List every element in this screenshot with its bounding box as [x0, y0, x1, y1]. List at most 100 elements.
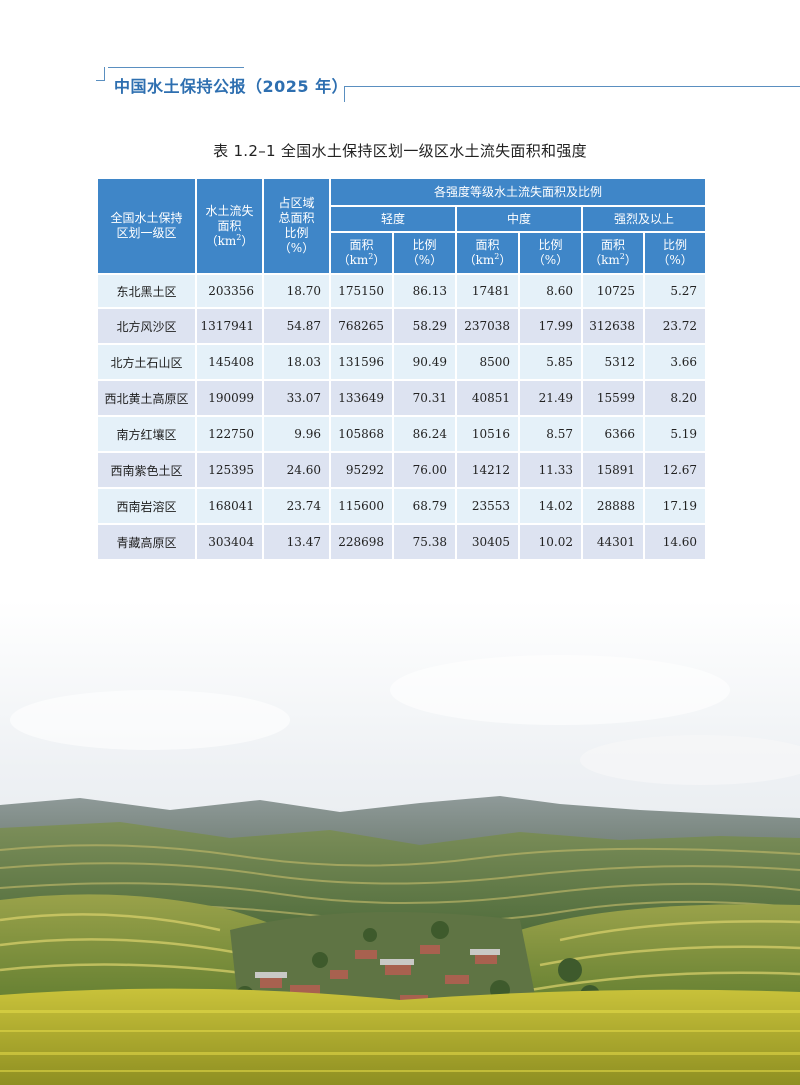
cell-mid-area: 237038 [455, 307, 520, 345]
cell-light-area: 133649 [329, 379, 394, 417]
cell-strong-ratio: 5.27 [642, 273, 708, 309]
header-rule-left-tick [96, 80, 105, 81]
table-row: 东北黑土区 203356 18.70 175150 86.13 17481 8.… [96, 273, 708, 309]
cell-light-ratio: 76.00 [392, 451, 457, 489]
header-rule-left-vertical [104, 67, 105, 81]
cell-strong-ratio: 12.67 [642, 451, 708, 489]
cell-light-area: 131596 [329, 343, 394, 381]
cell-strong-ratio: 17.19 [642, 487, 708, 525]
cell-strong-ratio: 23.72 [642, 307, 708, 345]
cell-light-ratio: 70.31 [392, 379, 457, 417]
cell-light-ratio: 75.38 [392, 523, 457, 561]
cell-mid-area: 17481 [455, 273, 520, 309]
cell-mid-area: 8500 [455, 343, 520, 381]
table-caption: 表 1.2–1 全国水土保持区划一级区水土流失面积和强度 [213, 142, 587, 160]
cell-ratio: 33.07 [262, 379, 331, 417]
cell-strong-area: 5312 [581, 343, 645, 381]
terraced-hills-photo [0, 600, 800, 1085]
cell-region: 青藏高原区 [96, 523, 197, 561]
cell-ratio: 18.03 [262, 343, 331, 381]
cell-mid-ratio: 14.02 [518, 487, 583, 525]
cell-ratio: 54.87 [262, 307, 331, 345]
cell-mid-ratio: 10.02 [518, 523, 583, 561]
cell-mid-ratio: 11.33 [518, 451, 583, 489]
cell-light-ratio: 86.24 [392, 415, 457, 453]
cell-area: 168041 [195, 487, 264, 525]
table-row: 北方土石山区 145408 18.03 131596 90.49 8500 5.… [96, 343, 708, 381]
cell-strong-ratio: 14.60 [642, 523, 708, 561]
cell-mid-ratio: 8.57 [518, 415, 583, 453]
cell-light-ratio: 68.79 [392, 487, 457, 525]
cell-region: 西南岩溶区 [96, 487, 197, 525]
cell-region: 西南紫色土区 [96, 451, 197, 489]
cell-region: 北方风沙区 [96, 307, 197, 345]
cell-light-ratio: 58.29 [392, 307, 457, 345]
cell-mid-ratio: 21.49 [518, 379, 583, 417]
group-header-intensity: 各强度等级水土流失面积及比例 [328, 177, 708, 207]
cell-region: 南方红壤区 [96, 415, 197, 453]
table-row: 西北黄土高原区 190099 33.07 133649 70.31 40851 … [96, 379, 708, 417]
cell-mid-area: 30405 [455, 523, 520, 561]
header-rule-right-vertical [344, 86, 345, 102]
cell-strong-area: 6366 [581, 415, 645, 453]
cell-strong-area: 312638 [581, 307, 645, 345]
cell-strong-area: 10725 [581, 273, 645, 309]
cell-area: 125395 [195, 451, 264, 489]
cell-light-area: 115600 [329, 487, 394, 525]
cell-mid-area: 40851 [455, 379, 520, 417]
sub-header-ratio: 比例 （%） [642, 231, 708, 275]
level-header-light: 轻度 [329, 205, 457, 233]
table-row: 青藏高原区 303404 13.47 228698 75.38 30405 10… [96, 523, 708, 561]
report-title: 中国水土保持公报（2025 年） [114, 77, 349, 96]
col-header-region: 全国水土保持 区划一级区 [96, 177, 197, 275]
cell-mid-ratio: 5.85 [518, 343, 583, 381]
level-header-strong: 强烈及以上 [580, 205, 708, 233]
cell-strong-ratio: 8.20 [642, 379, 708, 417]
cell-area: 203356 [195, 273, 264, 309]
cell-mid-area: 14212 [455, 451, 520, 489]
level-header-moderate: 中度 [455, 205, 583, 233]
cell-mid-area: 23553 [455, 487, 520, 525]
table-row: 南方红壤区 122750 9.96 105868 86.24 10516 8.5… [96, 415, 708, 453]
cell-region: 西北黄土高原区 [96, 379, 197, 417]
cell-strong-ratio: 5.19 [642, 415, 708, 453]
header-rule-top [108, 67, 244, 68]
cell-light-area: 175150 [329, 273, 394, 309]
cell-strong-area: 28888 [581, 487, 645, 525]
cell-mid-area: 10516 [455, 415, 520, 453]
cell-light-ratio: 86.13 [392, 273, 457, 309]
cell-light-area: 105868 [329, 415, 394, 453]
cell-light-area: 95292 [329, 451, 394, 489]
sub-header-area: 面积 （km2） [329, 231, 394, 275]
cell-light-ratio: 90.49 [392, 343, 457, 381]
sub-header-ratio: 比例 （%） [518, 231, 583, 275]
cell-strong-ratio: 3.66 [642, 343, 708, 381]
cell-strong-area: 15599 [581, 379, 645, 417]
cell-ratio: 24.60 [262, 451, 331, 489]
cell-region: 东北黑土区 [96, 273, 197, 309]
cell-ratio: 18.70 [262, 273, 331, 309]
header-rule-right [344, 86, 800, 87]
cell-strong-area: 44301 [581, 523, 645, 561]
cell-strong-area: 15891 [581, 451, 645, 489]
table-row: 北方风沙区 1317941 54.87 768265 58.29 237038 … [96, 307, 708, 345]
cell-region: 北方土石山区 [96, 343, 197, 381]
cell-area: 122750 [195, 415, 264, 453]
col-header-ratio: 占区域 总面积 比例 （%） [262, 177, 331, 275]
sub-header-area: 面积 （km2） [581, 231, 645, 275]
cell-ratio: 13.47 [262, 523, 331, 561]
table-row: 西南岩溶区 168041 23.74 115600 68.79 23553 14… [96, 487, 708, 525]
col-header-area: 水土流失 面积 （km2） [195, 177, 264, 275]
cell-ratio: 23.74 [262, 487, 331, 525]
erosion-table: 全国水土保持 区划一级区 水土流失 面积 （km2） 占区域 总面积 比例 （%… [96, 177, 708, 561]
cell-ratio: 9.96 [262, 415, 331, 453]
cell-mid-ratio: 17.99 [518, 307, 583, 345]
cell-light-area: 768265 [329, 307, 394, 345]
cell-area: 145408 [195, 343, 264, 381]
sub-header-area: 面积 （km2） [455, 231, 520, 275]
cell-area: 1317941 [195, 307, 264, 345]
cell-area: 303404 [195, 523, 264, 561]
sub-header-ratio: 比例 （%） [392, 231, 457, 275]
cell-light-area: 228698 [329, 523, 394, 561]
table-row: 西南紫色土区 125395 24.60 95292 76.00 14212 11… [96, 451, 708, 489]
